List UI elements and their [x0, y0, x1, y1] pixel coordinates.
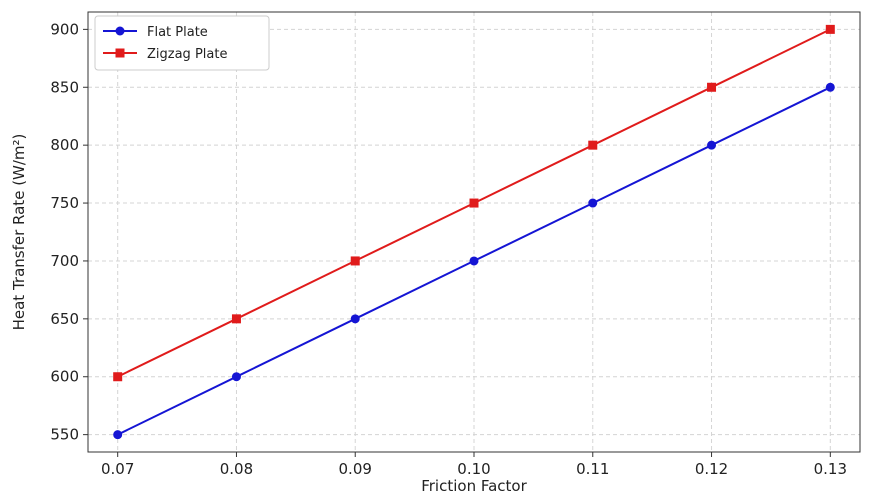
legend-label: Flat Plate	[147, 25, 208, 40]
x-axis-label: Friction Factor	[421, 477, 527, 495]
legend-box	[94, 15, 270, 71]
legend-item: Zigzag Plate	[103, 47, 227, 62]
data-point	[113, 372, 123, 382]
data-point	[588, 140, 598, 150]
data-point	[825, 24, 835, 34]
legend-marker	[115, 26, 125, 36]
y-axis-label: Heat Transfer Rate (W/m²)	[10, 134, 28, 331]
x-tick-label: 0.12	[695, 460, 728, 478]
data-point	[469, 198, 479, 208]
y-tick-label: 900	[50, 20, 79, 38]
x-tick-label: 0.11	[576, 460, 609, 478]
x-tick-label: 0.09	[339, 460, 372, 478]
y-tick-label: 650	[50, 310, 79, 328]
legend-marker	[115, 48, 125, 58]
data-point	[231, 372, 241, 382]
legend-label: Zigzag Plate	[147, 47, 227, 62]
y-tick-label: 850	[50, 78, 79, 96]
data-point	[825, 82, 835, 92]
data-point	[350, 256, 360, 266]
legend: Flat Plate Zigzag Plate	[94, 15, 270, 71]
data-point	[231, 314, 241, 324]
grid	[88, 12, 860, 452]
axis-ticks: 0.07 0.08 0.09 0.10 0.11 0.12 0.13 550 600 650 700…	[50, 20, 847, 478]
x-tick-label: 0.13	[814, 460, 847, 478]
series-layer	[113, 24, 835, 440]
y-tick-label: 750	[50, 194, 79, 212]
x-tick-label: 0.07	[101, 460, 134, 478]
y-tick-label: 600	[50, 368, 79, 386]
series-flat-plate	[113, 82, 835, 440]
x-tick-label: 0.08	[220, 460, 253, 478]
data-point	[469, 256, 479, 266]
x-tick-label: 0.10	[457, 460, 490, 478]
data-point	[588, 198, 598, 208]
data-point	[707, 140, 717, 150]
data-point	[707, 82, 717, 92]
legend-item: Flat Plate	[103, 25, 208, 40]
y-tick-label: 550	[50, 426, 79, 444]
data-point	[350, 314, 360, 324]
series-zigzag-plate	[113, 24, 835, 382]
y-tick-label: 700	[50, 252, 79, 270]
y-tick-label: 800	[50, 136, 79, 154]
data-point	[113, 430, 123, 440]
